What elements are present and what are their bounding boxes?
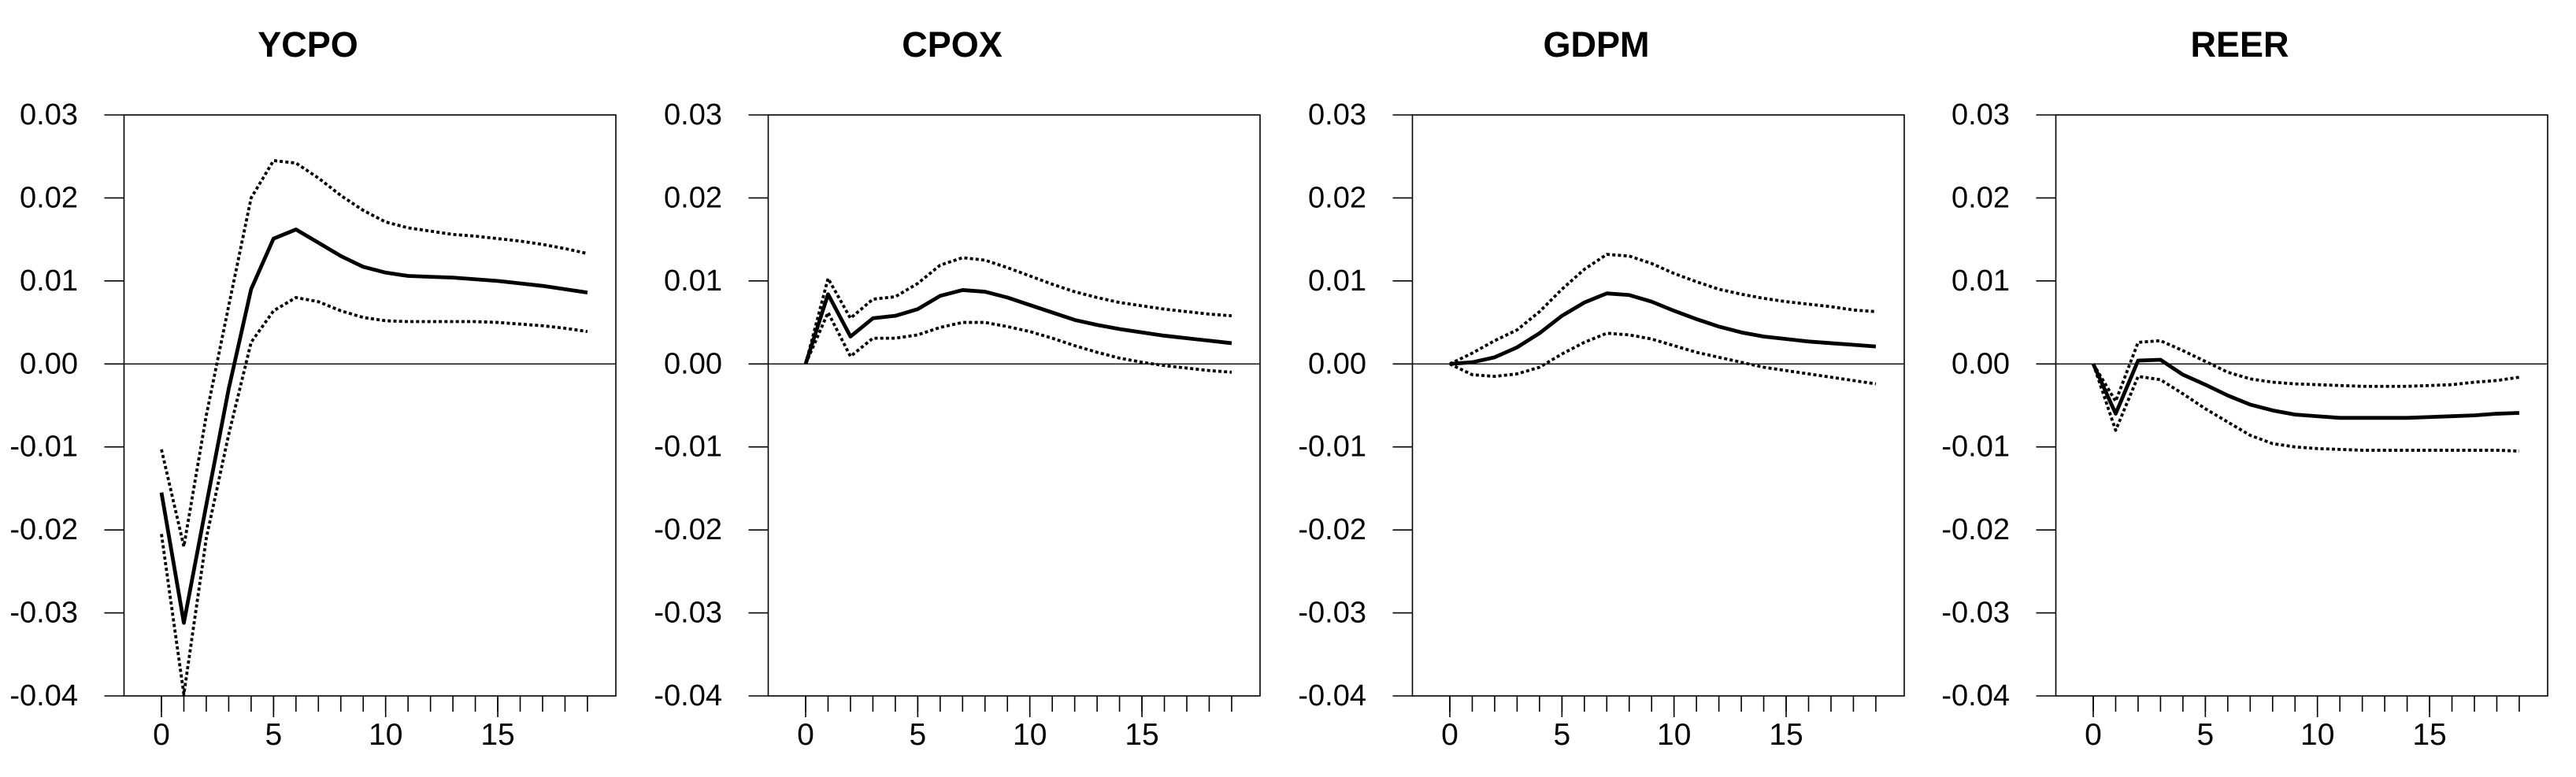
y-axis-tick-label: -0.04: [1298, 679, 1366, 712]
y-axis-tick-label: -0.03: [654, 597, 722, 630]
point-estimate-line: [2092, 357, 2520, 420]
x-axis-tick-label: 15: [1769, 718, 1803, 752]
point-estimate-line: [1449, 291, 1876, 366]
y-axis-tick-label: -0.03: [9, 597, 78, 630]
chart-panel-ycpo: YCPO 0.03 0.02 0.01 0.00 -0.01 -0.02 -0.03 -0.04…: [0, 0, 644, 777]
chart-canvas-ycpo: YCPO 0.03 0.02 0.01 0.00 -0.01 -0.02 -0.03 -0.04…: [9, 24, 617, 752]
x-axis-tick-label: 0: [153, 718, 170, 752]
y-axis-tick-label: -0.04: [654, 679, 722, 712]
y-axis-tick-label: -0.02: [9, 513, 78, 546]
chart-canvas-reer: REER 0.03 0.02 0.01 0.00 -0.01 -0.02 -0.03 -0.04…: [1942, 24, 2549, 752]
y-axis-tick-label: 0.03: [1951, 98, 2010, 131]
chart-title: YCPO: [258, 24, 358, 65]
x-axis-tick-label: 10: [1013, 718, 1047, 752]
y-axis-tick-label: 0.00: [1308, 347, 1366, 380]
x-axis-tick-label: 0: [1441, 718, 1458, 752]
point-estimate-line: [159, 228, 588, 625]
y-axis-tick-label: 0.02: [20, 181, 78, 214]
x-axis-tick-label: 5: [1553, 718, 1570, 752]
chart-panel-cpox: CPOX 0.03 0.02 0.01 0.00 -0.01 -0.02 -0.03 -0.04…: [644, 0, 1288, 777]
y-axis-tick-label: -0.02: [654, 513, 722, 546]
chart-title: REER: [2191, 24, 2289, 65]
y-axis-tick-label: 0.01: [664, 265, 722, 298]
chart-canvas-gdpm: GDPM 0.03 0.02 0.01 0.00 -0.01 -0.02 -0.03 -0.04…: [1298, 24, 1905, 752]
y-axis-tick-label: 0.01: [20, 265, 78, 298]
plot-box: [767, 114, 1261, 697]
x-axis-tick-label: 0: [2085, 718, 2102, 752]
x-axis-tick-label: 5: [909, 718, 926, 752]
y-axis-tick-label: 0.00: [20, 347, 78, 380]
upper-confidence-band-line: [803, 256, 1232, 364]
lower-confidence-band-line: [804, 311, 1232, 374]
y-axis-tick-label: 0.00: [664, 347, 722, 380]
lower-confidence-band-line: [160, 296, 588, 696]
upper-confidence-band-line: [2092, 339, 2520, 403]
y-axis-tick-label: 0.03: [1308, 98, 1366, 131]
y-axis-tick-label: -0.04: [1942, 679, 2011, 712]
plot-box: [123, 114, 617, 697]
x-axis-tick-label: 5: [265, 718, 282, 752]
y-axis-tick-label: -0.04: [9, 679, 78, 712]
lower-confidence-band-line: [2092, 363, 2520, 453]
x-axis-tick-label: 0: [797, 718, 814, 752]
y-axis-tick-label: 0.03: [664, 98, 722, 131]
y-axis-tick-label: 0.02: [1951, 181, 2010, 214]
lower-confidence-band-line: [1448, 331, 1876, 386]
plot-box: [1411, 114, 1905, 697]
x-axis-tick-label: 5: [2197, 718, 2215, 752]
y-axis-tick-label: 0.01: [1951, 265, 2010, 298]
chart-title: GDPM: [1543, 24, 1649, 65]
y-axis-tick-label: -0.02: [1298, 513, 1366, 546]
point-estimate-line: [803, 288, 1232, 365]
y-axis-tick-label: -0.03: [1298, 597, 1366, 630]
chart-title: CPOX: [902, 24, 1003, 65]
x-axis-tick-label: 10: [1657, 718, 1691, 752]
y-axis-tick-label: 0.03: [20, 98, 78, 131]
y-axis-tick-label: 0.02: [664, 181, 722, 214]
upper-confidence-band-line: [1448, 253, 1876, 366]
y-axis-tick-label: -0.01: [1298, 431, 1366, 464]
y-axis-tick-label: -0.01: [9, 431, 78, 464]
y-axis-tick-label: -0.02: [1942, 513, 2011, 546]
x-axis-tick-label: 10: [369, 718, 402, 752]
y-axis-tick-label: -0.03: [1942, 597, 2011, 630]
x-axis-tick-label: 15: [2413, 718, 2447, 752]
y-axis-tick-label: -0.01: [654, 431, 722, 464]
chart-panel-reer: REER 0.03 0.02 0.01 0.00 -0.01 -0.02 -0.03 -0.04…: [1932, 0, 2576, 777]
y-axis-tick-label: 0.02: [1308, 181, 1366, 214]
y-axis-tick-label: 0.00: [1951, 347, 2010, 380]
chart-canvas-cpox: CPOX 0.03 0.02 0.01 0.00 -0.01 -0.02 -0.03 -0.04…: [654, 24, 1261, 752]
upper-confidence-band-line: [160, 159, 588, 549]
x-axis-tick-label: 15: [480, 718, 514, 752]
y-axis-tick-label: -0.01: [1942, 431, 2011, 464]
x-axis-tick-label: 10: [2300, 718, 2334, 752]
plot-box: [2055, 114, 2549, 697]
x-axis-tick-label: 15: [1125, 718, 1158, 752]
chart-panel-gdpm: GDPM 0.03 0.02 0.01 0.00 -0.01 -0.02 -0.03 -0.04…: [1288, 0, 1933, 777]
y-axis-tick-label: 0.01: [1308, 265, 1366, 298]
